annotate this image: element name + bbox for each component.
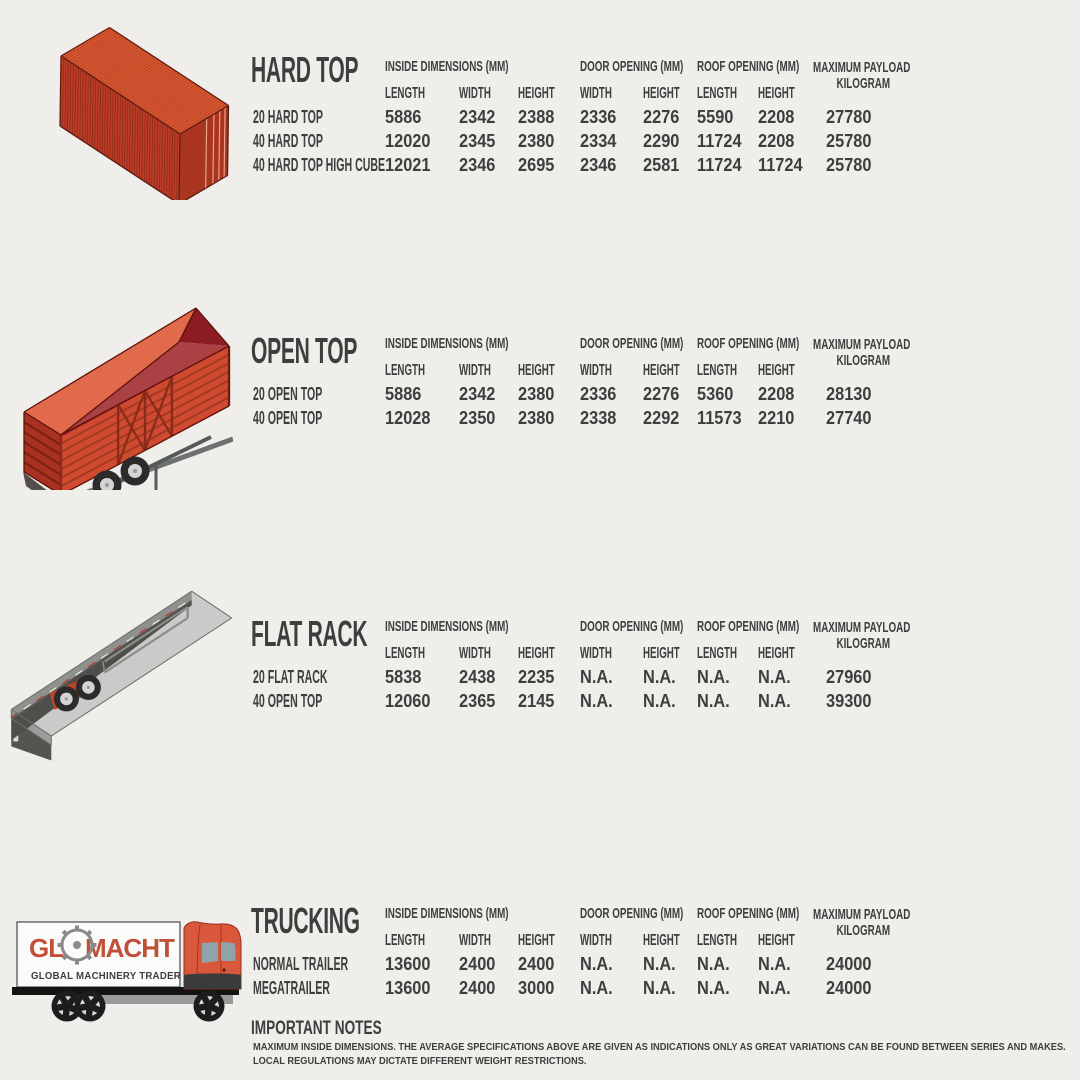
svg-text:GL: GL bbox=[29, 933, 64, 963]
svg-text:MACHT: MACHT bbox=[85, 933, 175, 963]
svg-text:GLOBAL MACHINERY TRADER: GLOBAL MACHINERY TRADER bbox=[31, 971, 181, 982]
